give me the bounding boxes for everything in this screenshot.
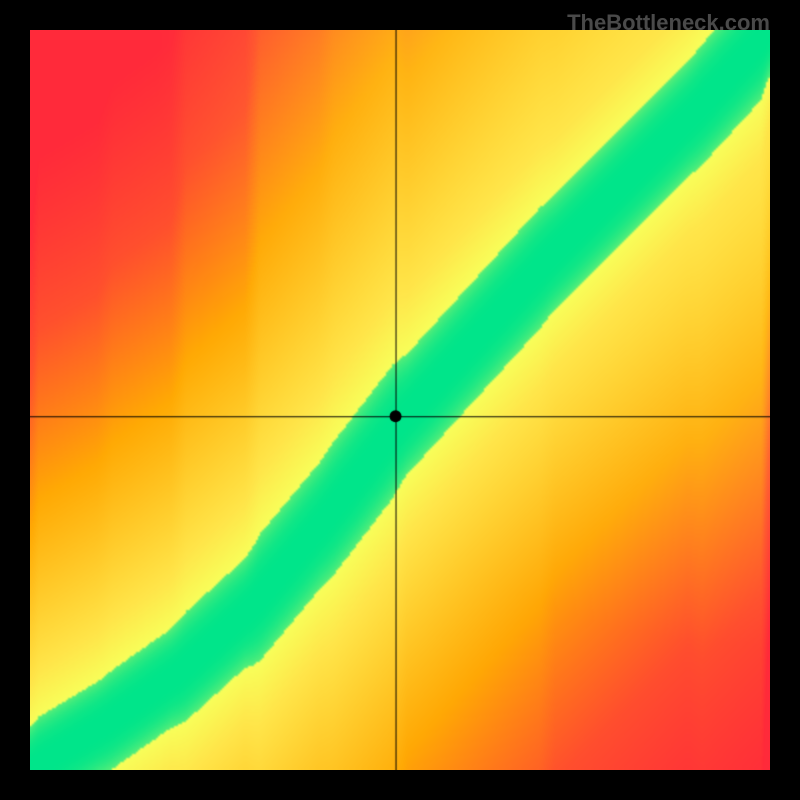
heatmap-chart [30, 30, 770, 770]
heatmap-canvas [30, 30, 770, 770]
watermark-text: TheBottleneck.com [567, 10, 770, 36]
chart-container: TheBottleneck.com [0, 0, 800, 800]
